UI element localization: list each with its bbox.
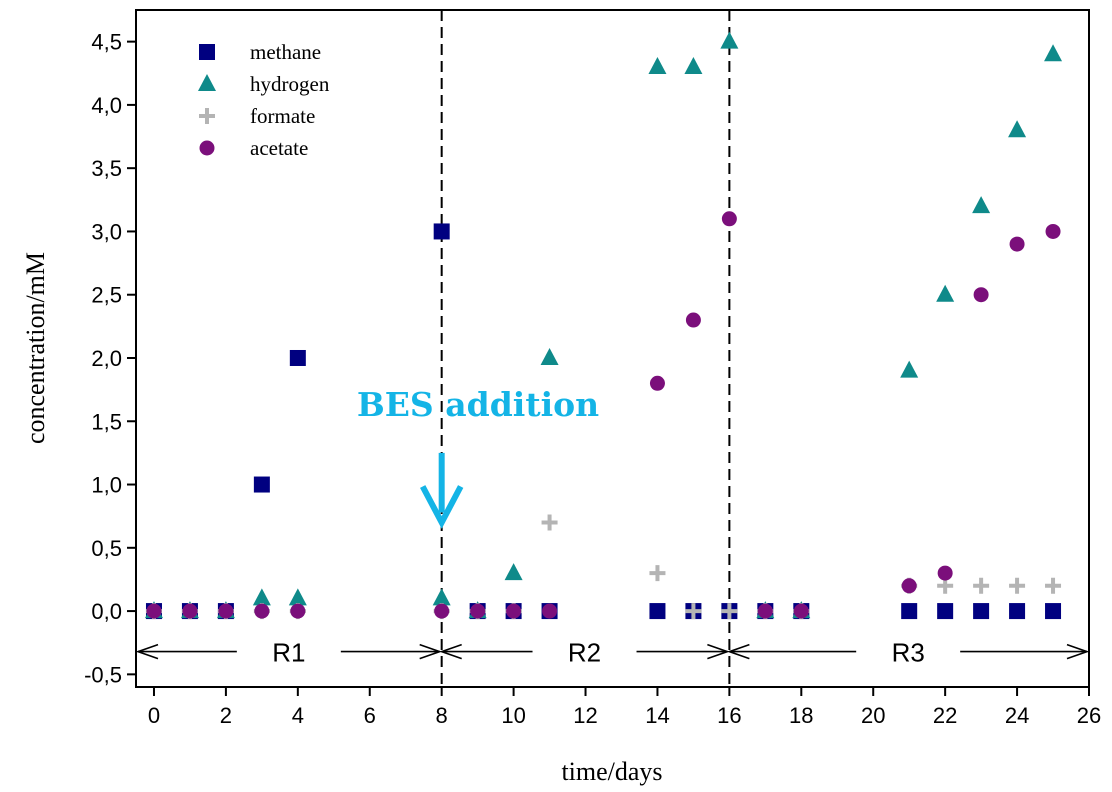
points-layer: [144, 31, 1063, 620]
arrow-head: [439, 643, 462, 660]
hydrogen-point: [504, 563, 523, 581]
methane-point: [937, 603, 954, 620]
y-tick-label: 0,5: [91, 536, 122, 561]
methane-point: [1045, 603, 1062, 620]
y-tick-label: -0,5: [84, 662, 122, 687]
acetate-point: [506, 603, 522, 619]
acetate-point: [685, 312, 701, 328]
hydrogen-point: [972, 196, 991, 214]
y-tick-label: 2,5: [91, 283, 122, 308]
arrow-head: [135, 643, 159, 660]
y-tick-label: 0,0: [91, 599, 122, 624]
x-tick-label: 2: [220, 703, 232, 728]
region-label: R1: [272, 638, 305, 668]
x-tick-label: 6: [364, 703, 376, 728]
formate-point: [721, 603, 738, 620]
y-tick-label: 4,0: [91, 93, 122, 118]
hydrogen-point: [900, 360, 919, 378]
acetate-point: [901, 578, 917, 594]
legend-marker-acetate: [199, 140, 215, 156]
x-tick-label: 26: [1077, 703, 1101, 728]
acetate-point: [649, 375, 665, 391]
legend: methane hydrogen formate acetate: [198, 40, 330, 160]
y-tick-label: 4,5: [91, 30, 122, 55]
acetate-point: [1009, 236, 1025, 252]
x-tick-label: 14: [645, 703, 669, 728]
hydrogen-point: [1008, 120, 1027, 138]
methane-point: [649, 603, 666, 620]
acetate-point: [793, 603, 809, 619]
hydrogen-point: [288, 588, 307, 606]
methane-point: [973, 603, 990, 620]
annotation-lines-layer: R1 R2 R3: [135, 10, 1090, 687]
x-axis-title: time/days: [561, 757, 662, 786]
arrow-head: [1066, 643, 1090, 660]
acetate-point: [937, 565, 953, 581]
legend-marker-formate: [199, 108, 215, 124]
formate-point: [1009, 577, 1026, 594]
acetate-point: [973, 287, 989, 303]
region-label: R3: [892, 638, 925, 668]
methane-point: [289, 349, 306, 366]
y-tick-label: 1,0: [91, 473, 122, 498]
x-tick-label: 4: [292, 703, 304, 728]
hydrogen-point: [648, 56, 667, 74]
y-tick-label: 2,0: [91, 346, 122, 371]
formate-point: [1045, 577, 1062, 594]
acetate-point: [146, 603, 162, 619]
hydrogen-point: [1044, 44, 1063, 62]
formate-point: [685, 603, 702, 620]
hydrogen-point: [936, 284, 955, 302]
ticks-layer: 0 2 4 6 8 10 12 14 16 18 20 22 24 26-0,50,00,51,01,52…: [84, 30, 1101, 728]
x-tick-label: 18: [789, 703, 813, 728]
legend-marker-hydrogen: [198, 74, 216, 91]
x-tick-label: 12: [573, 703, 597, 728]
x-tick-label: 24: [1005, 703, 1029, 728]
hydrogen-point: [684, 56, 703, 74]
x-tick-label: 10: [501, 703, 525, 728]
legend-label-methane: methane: [250, 40, 321, 64]
hydrogen-point: [720, 31, 739, 49]
legend-marker-methane: [199, 44, 215, 60]
acetate-point: [290, 603, 306, 619]
y-tick-label: 3,5: [91, 156, 122, 181]
legend-label-hydrogen: hydrogen: [250, 72, 330, 96]
y-tick-label: 3,0: [91, 219, 122, 244]
methane-point: [901, 603, 918, 620]
acetate-point: [757, 603, 773, 619]
methane-point: [253, 476, 270, 493]
legend-label-acetate: acetate: [250, 136, 308, 160]
y-axis-title: concentration/mM: [21, 252, 50, 444]
hydrogen-point: [540, 347, 559, 365]
methane-point: [433, 223, 450, 240]
hydrogen-point: [432, 588, 451, 606]
x-tick-label: 20: [861, 703, 885, 728]
annotation-arrow-head: [420, 485, 464, 529]
bes-addition-annotation: BES addition: [357, 385, 599, 424]
acetate-point: [434, 603, 450, 619]
hydrogen-point: [252, 588, 271, 606]
acetate-point: [218, 603, 234, 619]
acetate-point: [542, 603, 558, 619]
x-tick-label: 8: [436, 703, 448, 728]
acetate-point: [721, 211, 737, 227]
x-tick-label: 0: [148, 703, 160, 728]
formate-point: [541, 514, 558, 531]
legend-label-formate: formate: [250, 104, 315, 128]
acetate-point: [182, 603, 198, 619]
formate-point: [649, 565, 666, 582]
formate-point: [973, 577, 990, 594]
y-tick-label: 1,5: [91, 409, 122, 434]
acetate-point: [1045, 223, 1061, 239]
x-tick-label: 16: [717, 703, 741, 728]
plot-frame: [135, 9, 1090, 688]
acetate-point: [470, 603, 486, 619]
methane-point: [1009, 603, 1026, 620]
arrow-head: [726, 643, 750, 660]
x-tick-label: 22: [933, 703, 957, 728]
acetate-point: [254, 603, 270, 619]
region-label: R2: [568, 638, 601, 668]
